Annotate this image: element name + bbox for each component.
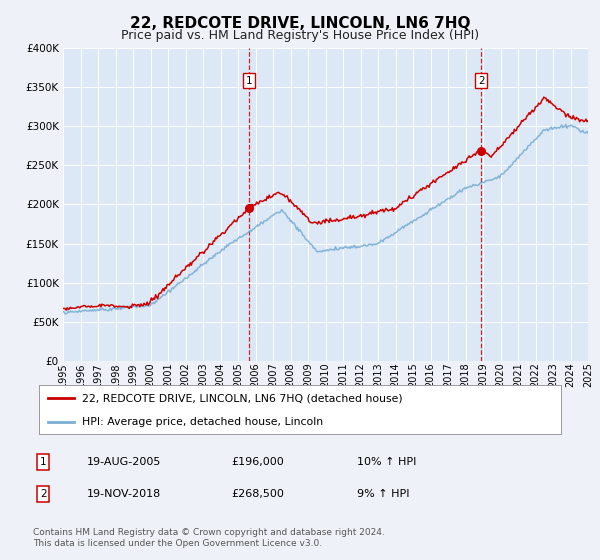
Text: 19-AUG-2005: 19-AUG-2005 — [87, 457, 161, 467]
Text: 2: 2 — [478, 76, 484, 86]
Text: This data is licensed under the Open Government Licence v3.0.: This data is licensed under the Open Gov… — [33, 539, 322, 548]
Text: 9% ↑ HPI: 9% ↑ HPI — [357, 489, 409, 499]
Text: Contains HM Land Registry data © Crown copyright and database right 2024.: Contains HM Land Registry data © Crown c… — [33, 528, 385, 536]
Text: 22, REDCOTE DRIVE, LINCOLN, LN6 7HQ (detached house): 22, REDCOTE DRIVE, LINCOLN, LN6 7HQ (det… — [82, 393, 403, 403]
Text: 2: 2 — [40, 489, 47, 499]
Text: £268,500: £268,500 — [231, 489, 284, 499]
Text: 19-NOV-2018: 19-NOV-2018 — [87, 489, 161, 499]
Text: £196,000: £196,000 — [231, 457, 284, 467]
Text: 22, REDCOTE DRIVE, LINCOLN, LN6 7HQ: 22, REDCOTE DRIVE, LINCOLN, LN6 7HQ — [130, 16, 470, 31]
Text: 1: 1 — [40, 457, 47, 467]
Text: Price paid vs. HM Land Registry's House Price Index (HPI): Price paid vs. HM Land Registry's House … — [121, 29, 479, 42]
Text: HPI: Average price, detached house, Lincoln: HPI: Average price, detached house, Linc… — [82, 417, 323, 427]
Text: 10% ↑ HPI: 10% ↑ HPI — [357, 457, 416, 467]
Text: 1: 1 — [246, 76, 253, 86]
